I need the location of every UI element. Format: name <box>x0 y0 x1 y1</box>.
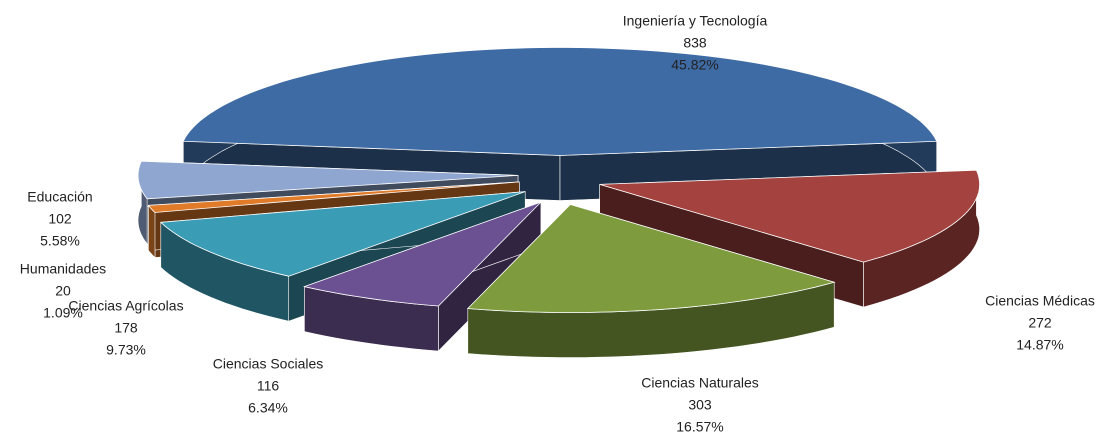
slice-top <box>302 201 542 307</box>
slice <box>466 203 836 358</box>
label-value: 116 <box>257 378 280 394</box>
label-name: Educación <box>27 189 92 205</box>
label-percent: 6.34% <box>248 400 288 416</box>
label-value: 303 <box>688 397 712 413</box>
label-value: 20 <box>55 283 71 299</box>
label-name: Ingeniería y Tecnología <box>623 13 768 29</box>
slice-top <box>147 181 520 213</box>
slice-top <box>137 160 519 200</box>
slice-top <box>466 204 836 313</box>
label-percent: 9.73% <box>106 342 146 358</box>
label-value: 272 <box>1028 315 1052 331</box>
label-name: Ciencias Sociales <box>213 356 324 372</box>
label-percent: 5.58% <box>40 233 80 249</box>
label-name: Ciencias Agrícolas <box>68 298 183 314</box>
label-percent: 16.57% <box>676 419 723 435</box>
slice-side <box>148 204 156 259</box>
slice <box>302 201 542 352</box>
slice-top <box>182 47 938 156</box>
label-value: 178 <box>114 320 138 336</box>
label-name: Ciencias Médicas <box>985 293 1095 309</box>
label-value: 102 <box>48 211 72 227</box>
slice-top <box>159 191 526 277</box>
label-percent: 45.82% <box>671 57 718 73</box>
slice-top <box>599 169 981 263</box>
label-percent: 14.87% <box>1016 337 1063 353</box>
label-name: Ciencias Naturales <box>641 375 759 391</box>
label-name: Humanidades <box>20 261 106 277</box>
label-value: 838 <box>683 35 707 51</box>
label-percent: 1.09% <box>43 305 83 321</box>
